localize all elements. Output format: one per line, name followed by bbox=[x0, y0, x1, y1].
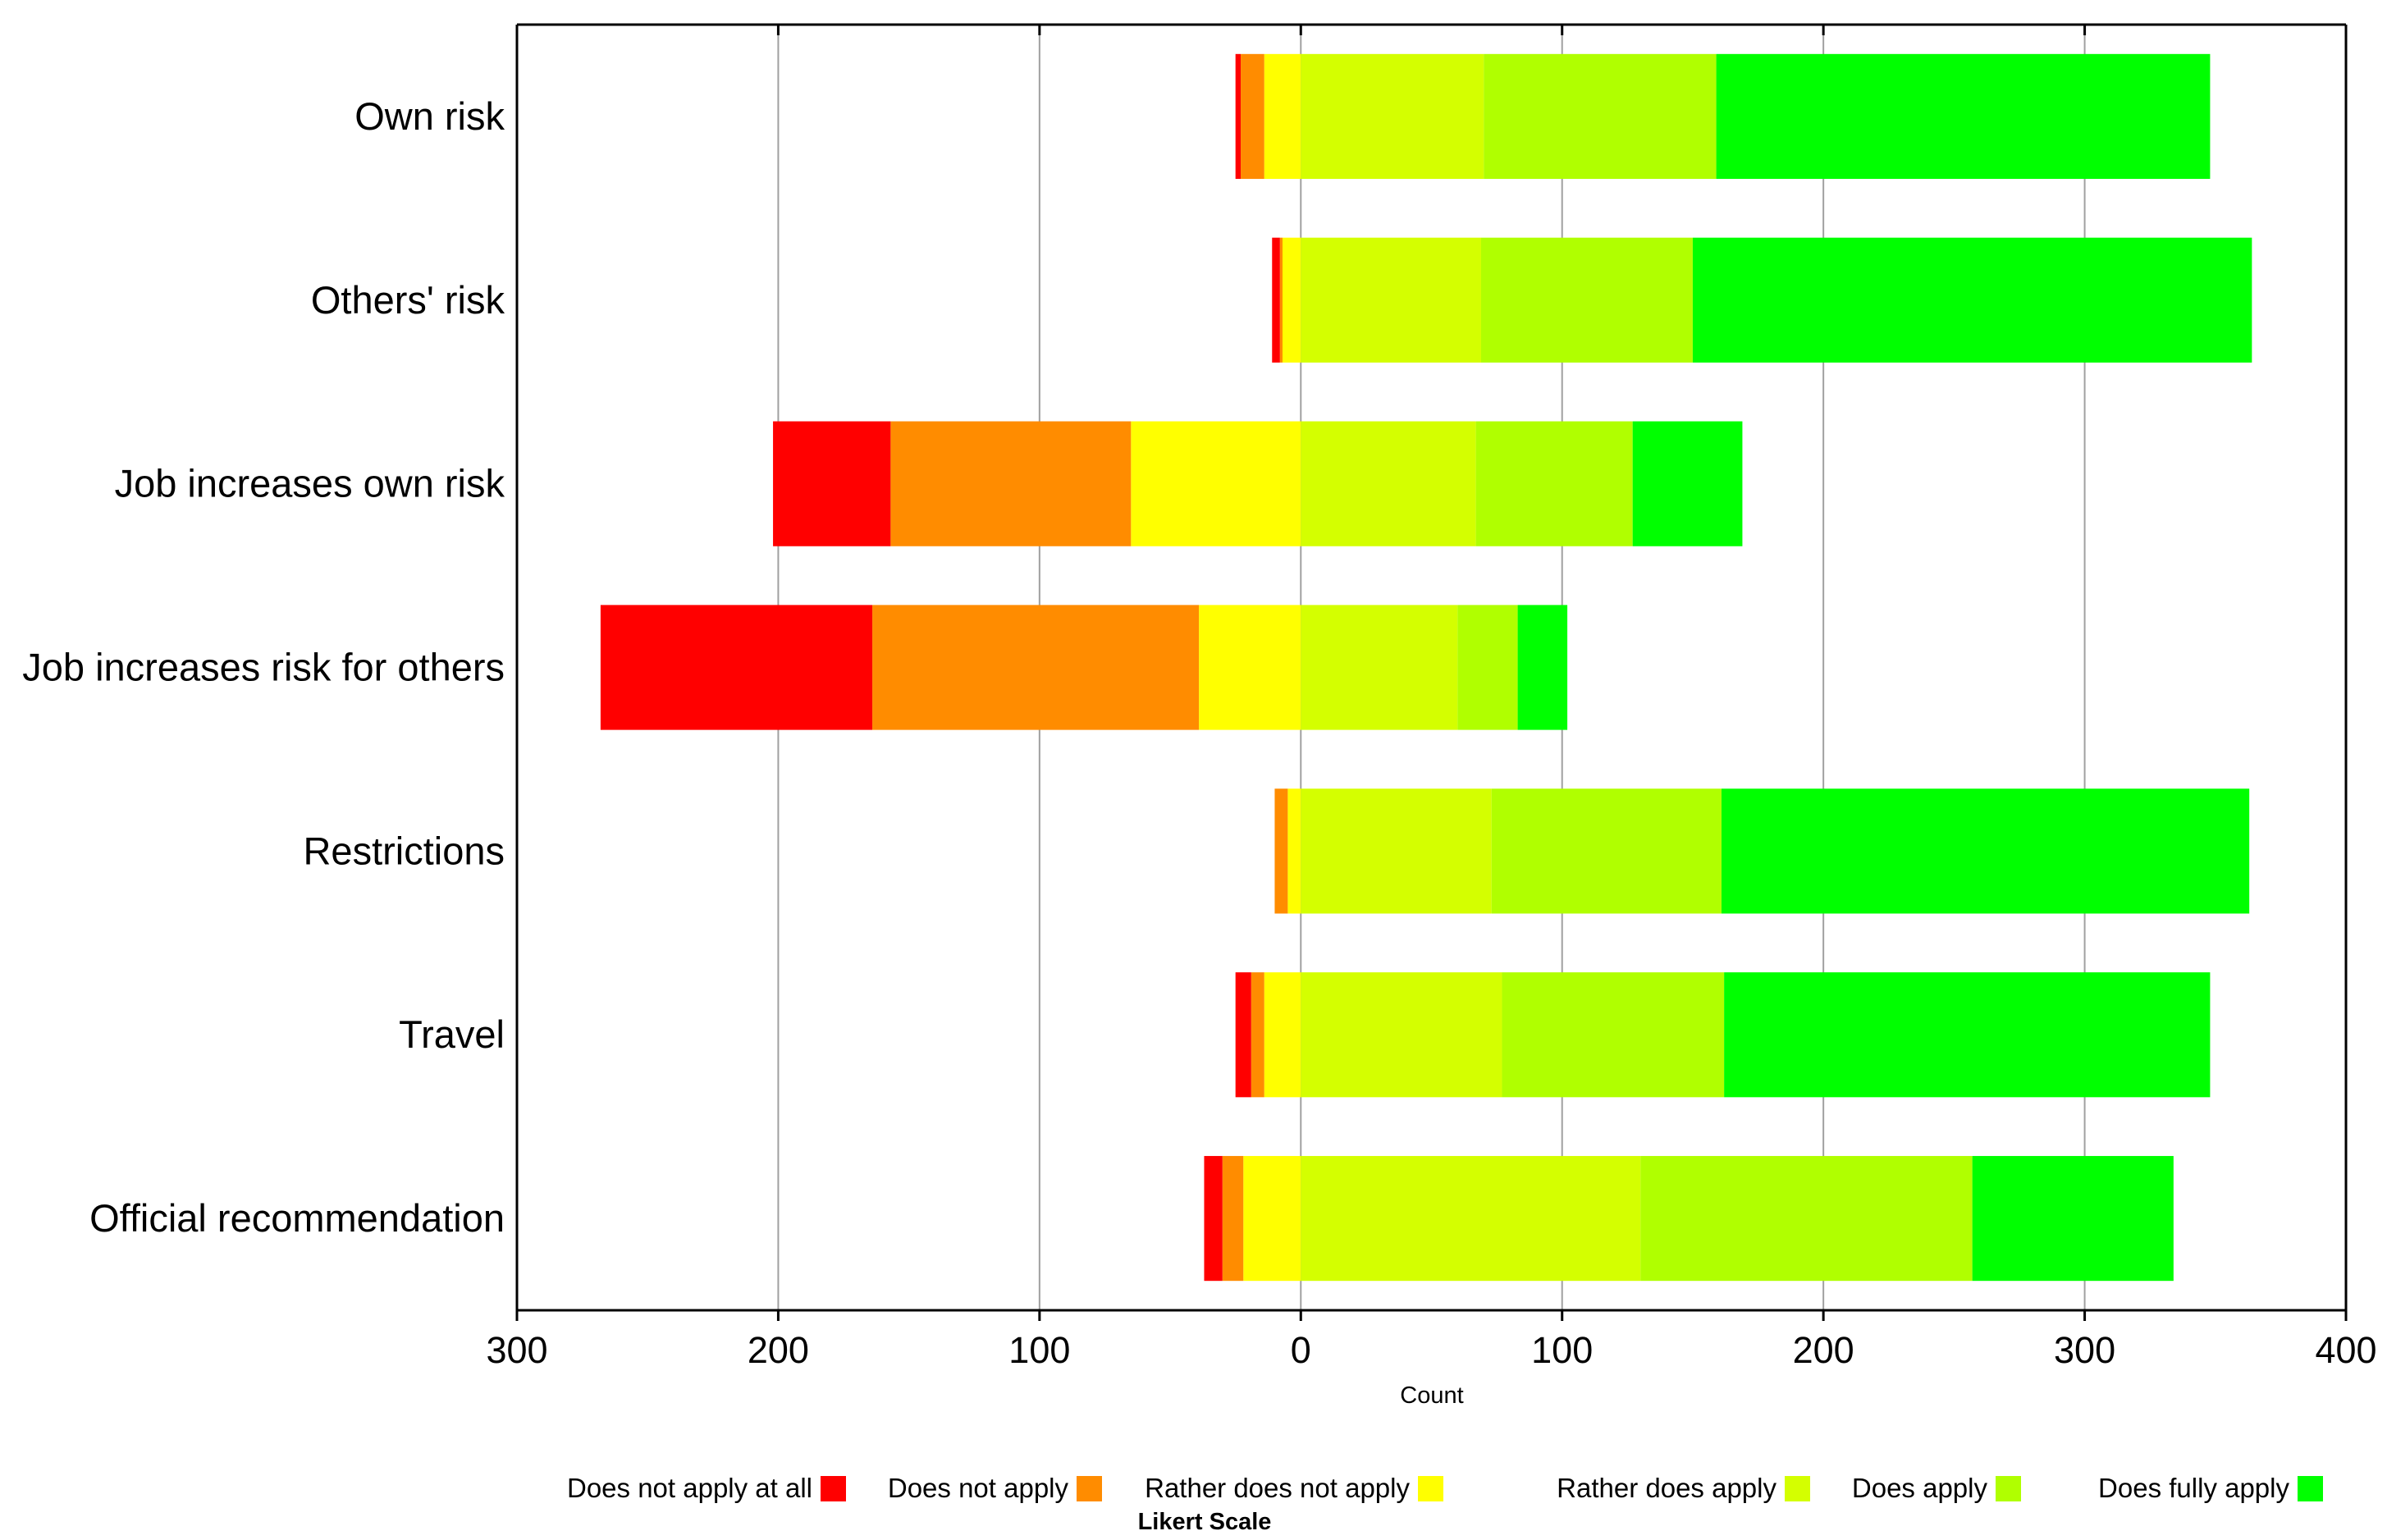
bar-segment bbox=[1131, 422, 1301, 546]
legend-item: Does not apply at all bbox=[567, 1473, 846, 1503]
bar-segment bbox=[1243, 1156, 1301, 1281]
bar-segment bbox=[1693, 238, 2252, 363]
category-label: Official recommendation bbox=[89, 1196, 505, 1240]
bar-segment bbox=[601, 605, 872, 729]
x-tick-label: 100 bbox=[1008, 1329, 1070, 1371]
legend-swatch bbox=[821, 1476, 846, 1501]
bar-segment bbox=[1236, 972, 1251, 1097]
bar-segment bbox=[1640, 1156, 1972, 1281]
bar-segment bbox=[773, 422, 890, 546]
bar-segment bbox=[1481, 238, 1693, 363]
bar-segment bbox=[1717, 54, 2211, 179]
x-tick-label: 300 bbox=[2054, 1329, 2115, 1371]
x-tick-label: 200 bbox=[748, 1329, 809, 1371]
category-label: Own risk bbox=[354, 94, 505, 138]
legend-swatch bbox=[1996, 1476, 2021, 1501]
legend: Does not apply at all Does not apply Rathe… bbox=[567, 1473, 2323, 1503]
category-label: Others' risk bbox=[311, 278, 505, 322]
legend-label: Does apply bbox=[1852, 1473, 1988, 1503]
legend-swatch bbox=[1785, 1476, 1810, 1501]
likert-chart: Own risk Others' risk Job increases own ri… bbox=[0, 0, 2387, 1540]
bar-segment bbox=[1264, 972, 1301, 1097]
legend-title: Likert Scale bbox=[1138, 1509, 1272, 1535]
category-labels: Own risk Others' risk Job increases own ri… bbox=[22, 94, 505, 1240]
bar-segment bbox=[1722, 788, 2249, 913]
bar-segment bbox=[1633, 422, 1743, 546]
bar-segment bbox=[1476, 422, 1633, 546]
category-label: Restrictions bbox=[303, 829, 505, 872]
bar-segment bbox=[1199, 605, 1301, 729]
x-tick-label: 200 bbox=[1793, 1329, 1854, 1371]
legend-item: Rather does apply bbox=[1557, 1473, 1810, 1503]
legend-swatch bbox=[2298, 1476, 2323, 1501]
bar-segment bbox=[1241, 54, 1264, 179]
legend-label: Rather does apply bbox=[1557, 1473, 1777, 1503]
x-axis-title: Count bbox=[1400, 1382, 1463, 1409]
bar-segment bbox=[1301, 1156, 1640, 1281]
bar-segment bbox=[1264, 54, 1301, 179]
bar-segment bbox=[1724, 972, 2210, 1097]
bar-segment bbox=[1204, 1156, 1222, 1281]
legend-label: Does not apply bbox=[888, 1473, 1069, 1503]
bar-segment bbox=[1301, 422, 1475, 546]
legend-item: Rather does not apply bbox=[1145, 1473, 1443, 1503]
bar-segment bbox=[1287, 788, 1301, 913]
bars bbox=[601, 54, 2252, 1281]
bar-segment bbox=[1502, 972, 1724, 1097]
legend-label: Rather does not apply bbox=[1145, 1473, 1410, 1503]
bar-segment bbox=[1484, 54, 1716, 179]
legend-item: Does not apply bbox=[888, 1473, 1102, 1503]
legend-item: Does apply bbox=[1852, 1473, 2021, 1503]
bar-segment bbox=[1236, 54, 1241, 179]
bar-segment bbox=[1301, 788, 1491, 913]
bar-segment bbox=[1492, 788, 1722, 913]
bar-segment bbox=[1973, 1156, 2174, 1281]
x-tick-label: 400 bbox=[2315, 1329, 2376, 1371]
x-tick-label: 0 bbox=[1291, 1329, 1311, 1371]
bar-segment bbox=[872, 605, 1199, 729]
bar-segment bbox=[1301, 54, 1484, 179]
category-label: Job increases risk for others bbox=[22, 646, 505, 689]
category-label: Travel bbox=[399, 1012, 505, 1056]
bar-segment bbox=[1283, 238, 1301, 363]
bar-segment bbox=[1301, 605, 1457, 729]
legend-item: Does fully apply bbox=[2098, 1473, 2323, 1503]
bar-segment bbox=[1251, 972, 1264, 1097]
bar-segment bbox=[1272, 238, 1280, 363]
legend-label: Does not apply at all bbox=[567, 1473, 812, 1503]
category-label: Job increases own risk bbox=[115, 462, 505, 505]
legend-swatch bbox=[1077, 1476, 1102, 1501]
bar-segment bbox=[1301, 238, 1481, 363]
bar-segment bbox=[1301, 972, 1502, 1097]
bar-segment bbox=[1280, 238, 1283, 363]
bar-segment bbox=[1457, 605, 1517, 729]
bar-segment bbox=[1274, 788, 1287, 913]
legend-swatch bbox=[1418, 1476, 1443, 1501]
bar-segment bbox=[890, 422, 1131, 546]
x-tick-label: 100 bbox=[1531, 1329, 1593, 1371]
bar-segment bbox=[1223, 1156, 1243, 1281]
bar-segment bbox=[1518, 605, 1568, 729]
x-tick-label: 300 bbox=[486, 1329, 547, 1371]
legend-label: Does fully apply bbox=[2098, 1473, 2289, 1503]
